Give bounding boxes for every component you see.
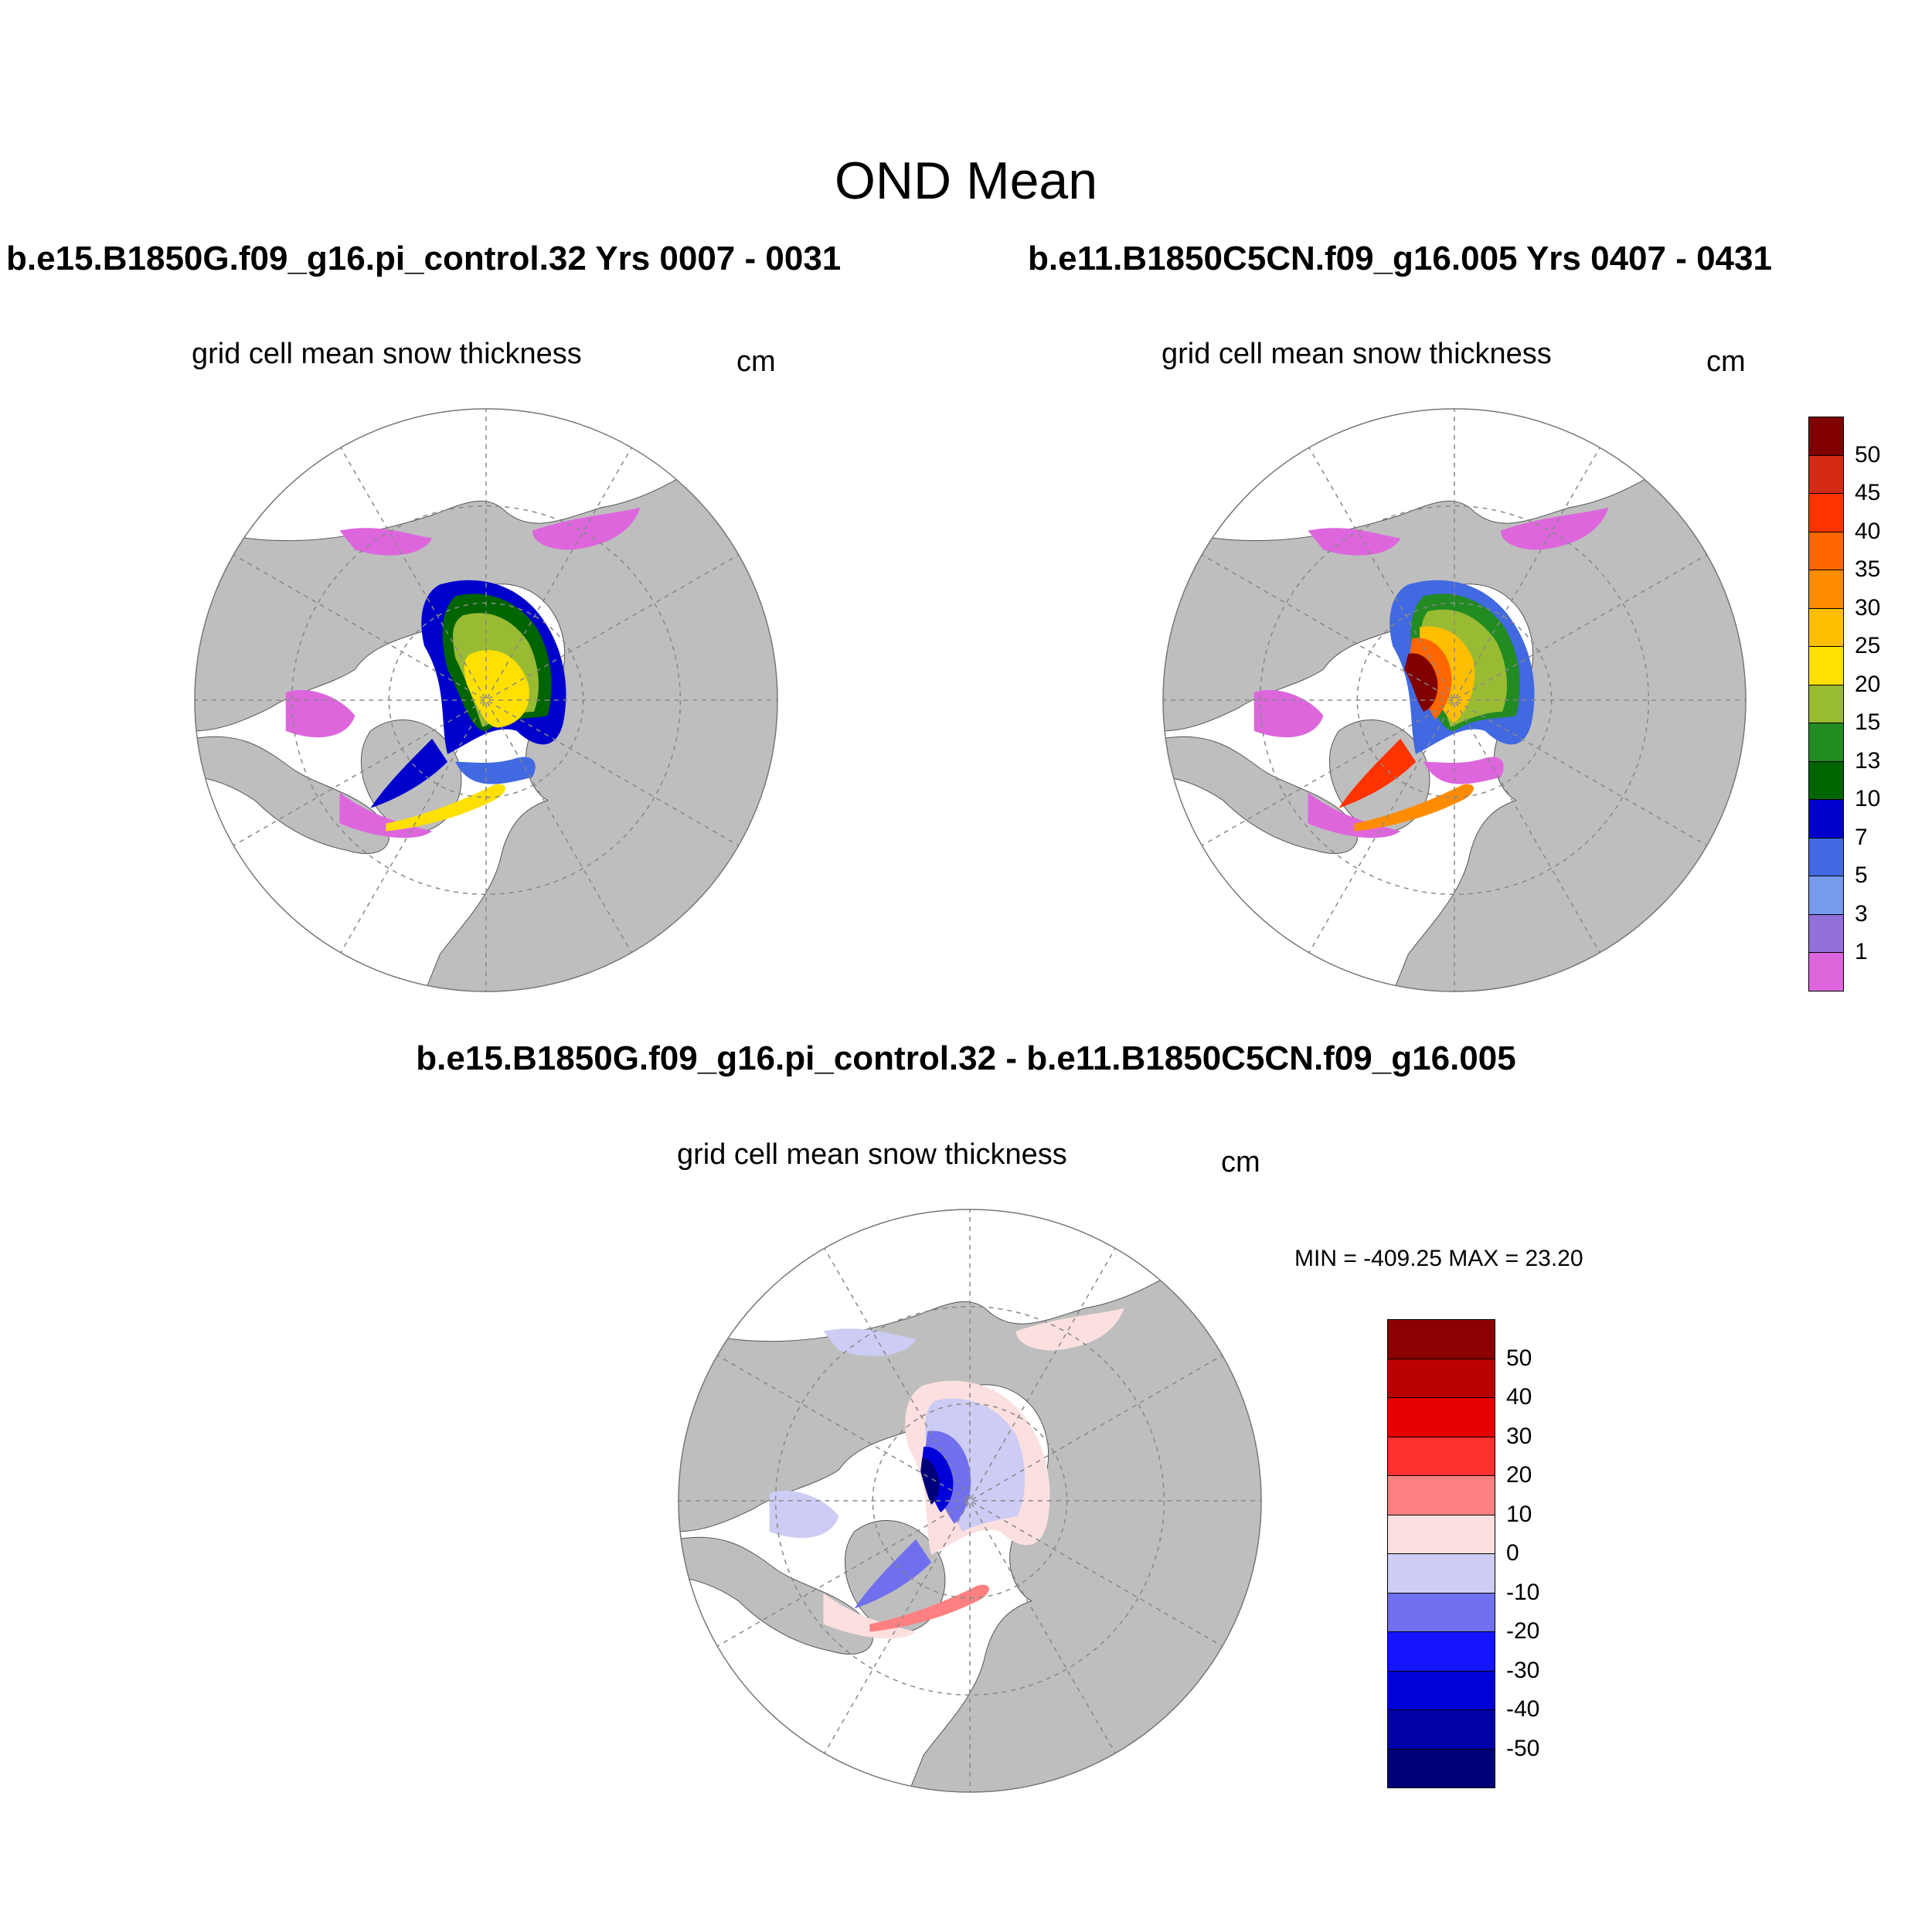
snow-field	[1253, 507, 1609, 838]
legend-abs-tick-label: 35	[1855, 556, 1881, 582]
legend-diff-swatch	[1387, 1358, 1495, 1398]
legend-abs-swatch	[1808, 876, 1844, 915]
panel-1-map	[194, 408, 778, 992]
map-boundary	[194, 408, 778, 992]
legend-abs-tick-label: 25	[1855, 633, 1881, 658]
figure-title: OND Mean	[834, 151, 1098, 210]
legend-diff-swatch	[1387, 1592, 1495, 1632]
legend-diff-tick-label: 0	[1506, 1540, 1519, 1566]
legend-abs-swatch	[1808, 570, 1844, 609]
legend-abs-tick-label: 20	[1855, 671, 1881, 697]
legend-abs-swatch	[1808, 913, 1844, 953]
legend-abs-swatch	[1808, 417, 1844, 456]
panel-2-title: b.e11.B1850C5CN.f09_g16.005 Yrs 0407 - 0…	[1028, 240, 1772, 277]
legend-abs-tick-label: 45	[1855, 480, 1881, 505]
panel-2-map	[1162, 408, 1747, 992]
legend-diff-swatch	[1387, 1670, 1495, 1710]
legend-diff-tick-label: -40	[1506, 1696, 1540, 1722]
map-boundary	[678, 1209, 1262, 1793]
legend-diff-swatch	[1387, 1553, 1495, 1594]
legend-abs-tick-label: 13	[1855, 747, 1881, 774]
legend-diff-swatch	[1387, 1397, 1495, 1437]
panel-1-title: b.e15.B1850G.f09_g16.pi_control.32 Yrs 0…	[6, 240, 842, 277]
panel-3-variable-label: grid cell mean snow thickness	[677, 1138, 1067, 1171]
min-max-readout: MIN = -409.25 MAX = 23.20	[1294, 1246, 1583, 1271]
panel-3-title: b.e15.B1850G.f09_g16.pi_control.32 - b.e…	[416, 1039, 1516, 1077]
legend-abs-swatch	[1808, 723, 1844, 762]
legend-abs-tick-label: 1	[1855, 939, 1868, 964]
legend-diff-tick-label: -20	[1506, 1618, 1540, 1644]
legend-abs-swatch	[1808, 646, 1844, 685]
legend-abs-tick-label: 50	[1855, 441, 1881, 468]
legend-diff-swatch	[1387, 1631, 1495, 1672]
legend-diff-tick-label: -50	[1506, 1735, 1540, 1761]
legend-abs-swatch	[1808, 607, 1844, 647]
panel-2-units-label: cm	[1706, 345, 1746, 378]
panel-1-variable-label: grid cell mean snow thickness	[192, 338, 582, 370]
legend-abs-tick-label: 3	[1855, 900, 1868, 927]
map-boundary	[1162, 408, 1747, 992]
legend-diff-tick-label: -30	[1506, 1657, 1540, 1683]
legend-diff-tick-label: 30	[1506, 1423, 1532, 1449]
legend-abs-swatch	[1808, 952, 1844, 992]
legend-abs-swatch	[1808, 837, 1844, 876]
panel-3-units-label: cm	[1221, 1146, 1260, 1179]
legend-diff-tick-label: 10	[1506, 1501, 1532, 1527]
legend-diff-swatch	[1387, 1436, 1495, 1476]
legend-diff-swatch	[1387, 1709, 1495, 1750]
legend-abs-swatch	[1808, 531, 1844, 570]
graticule	[678, 1209, 1262, 1793]
legend-diff-swatch	[1387, 1748, 1495, 1788]
panel-2-variable-label: grid cell mean snow thickness	[1162, 338, 1552, 370]
legend-abs-tick-label: 7	[1855, 824, 1868, 850]
legend-diff-tick-label: -10	[1506, 1579, 1540, 1605]
legend-abs-tick-label: 5	[1855, 862, 1868, 888]
legend-abs-swatch	[1808, 684, 1844, 723]
snow-field	[285, 507, 641, 838]
legend-diff-swatch	[1387, 1319, 1495, 1359]
graticule	[1162, 408, 1747, 992]
legend-diff-tick-label: 50	[1506, 1345, 1532, 1371]
legend-diff-swatch	[1387, 1514, 1495, 1554]
graticule	[194, 408, 778, 992]
legend-abs-tick-label: 30	[1855, 594, 1881, 621]
legend-abs-tick-label: 10	[1855, 786, 1881, 811]
panel-3-map	[678, 1209, 1262, 1793]
legend-diff-tick-label: 20	[1506, 1462, 1532, 1488]
legend-diff-swatch	[1387, 1475, 1495, 1515]
legend-abs-swatch	[1808, 760, 1844, 800]
legend-abs-swatch	[1808, 799, 1844, 838]
panel-1-units-label: cm	[736, 345, 776, 378]
legend-abs-swatch	[1808, 493, 1844, 532]
legend-abs-swatch	[1808, 454, 1844, 494]
legend-abs-tick-label: 40	[1855, 518, 1881, 544]
legend-abs-tick-label: 15	[1855, 709, 1881, 735]
legend-diff-tick-label: 40	[1506, 1384, 1532, 1410]
